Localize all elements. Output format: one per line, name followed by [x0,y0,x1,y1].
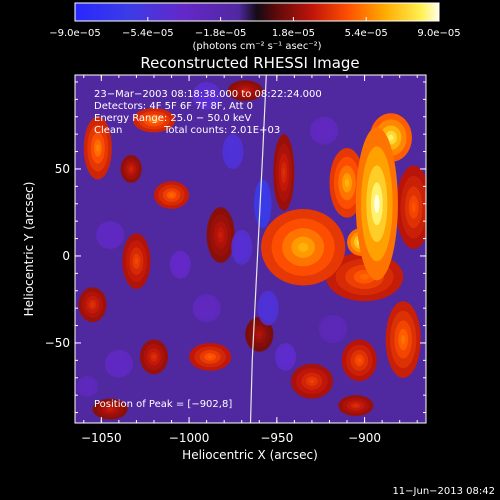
y-axis-label: Heliocentric Y (arcsec) [22,182,36,317]
emission-blob [92,398,128,420]
method-label: Clean [94,125,122,136]
negative-blob [192,81,221,110]
chart-title: Reconstructed RHESSI Image [140,54,359,72]
energy-range-label: Energy Range: 25.0 − 50.0 keV [94,113,251,124]
plot-date-label: 11−Jun−2013 08:42 [392,486,495,497]
y-axis-ticks: 50 0 −50 [45,81,426,414]
x-tick-label: −1000 [169,431,210,445]
time-range-label: 23−Mar−2003 08:18:38.000 to 08:22:24.000 [94,89,322,100]
emission-blob [227,80,263,102]
colorbar-unit-label: (photons cm⁻² s⁻¹ asec⁻²) [192,41,321,52]
heatmap-blobs [76,80,426,420]
detectors-label: Detectors: 4F 5F 6F 7F 8F, Att 0 [94,101,253,112]
colorbar-tick-label: −5.4e−05 [122,28,174,39]
negative-blob [96,221,125,249]
negative-blob [275,342,297,371]
y-tick-label: 50 [55,162,70,176]
x-tick-label: −950 [260,431,293,445]
emission-blob [83,116,112,180]
colorbar-tick-label: −1.8e−05 [195,28,247,39]
emission-blob [338,395,374,417]
colorbar-tick-label: 1.8e−05 [272,28,315,39]
emission-blob [341,339,377,382]
colorbar-tick-label: −9.0e−05 [49,28,101,39]
x-tick-label: −900 [348,431,381,445]
negative-blob [76,376,98,397]
emission-blob [290,363,333,399]
y-tick-label: −50 [45,336,70,350]
colorbar-tick-label: 5.4e−05 [345,28,388,39]
colorbar-ticks: −9.0e−05 −5.4e−05 −1.8e−05 1.8e−05 5.4e−05 9.… [49,17,461,39]
image-annotations: 23−Mar−2003 08:18:38.000 to 08:22:24.000… [94,89,322,410]
emission-blob [206,207,235,263]
negative-blob [192,294,221,323]
heatmap-image [75,75,426,423]
x-axis-label: Heliocentric X (arcsec) [182,448,318,462]
negative-blob [231,229,253,265]
plot-frame [74,74,427,424]
total-counts-label: Total counts: 2.01E+03 [163,125,280,136]
x-axis-ticks: −1050 −1000 −950 −900 [81,75,418,445]
emission-blob [120,155,142,183]
x-tick-label: −1050 [81,431,122,445]
emission-blob [139,339,169,375]
emission-blob [329,148,365,218]
y-tick-label: 0 [62,249,70,263]
emission-blob [385,301,421,378]
negative-blob [254,179,272,229]
emission-blob [189,342,232,371]
negative-blob [169,250,191,279]
emission-blob [78,287,107,323]
negative-blob [310,116,339,145]
emission-blob [261,208,346,286]
emission-blob [132,108,176,133]
emission-blob [153,181,190,209]
negative-blob [222,134,244,169]
emission-blob [273,134,295,211]
colorbar-strip [74,2,440,22]
emission-blob [122,233,151,290]
negative-blob [104,349,133,378]
colorbar: −9.0e−05 −5.4e−05 −1.8e−05 1.8e−05 5.4e−05 9.… [49,2,461,52]
negative-blob [318,315,348,343]
colorbar-tick-label: 9.0e−05 [417,28,460,39]
peak-position-label: Position of Peak = [−902,8] [94,399,232,410]
solar-limb-line [249,75,267,423]
negative-blob [257,290,279,326]
emission-blob [355,127,398,281]
emission-blob [396,165,426,249]
